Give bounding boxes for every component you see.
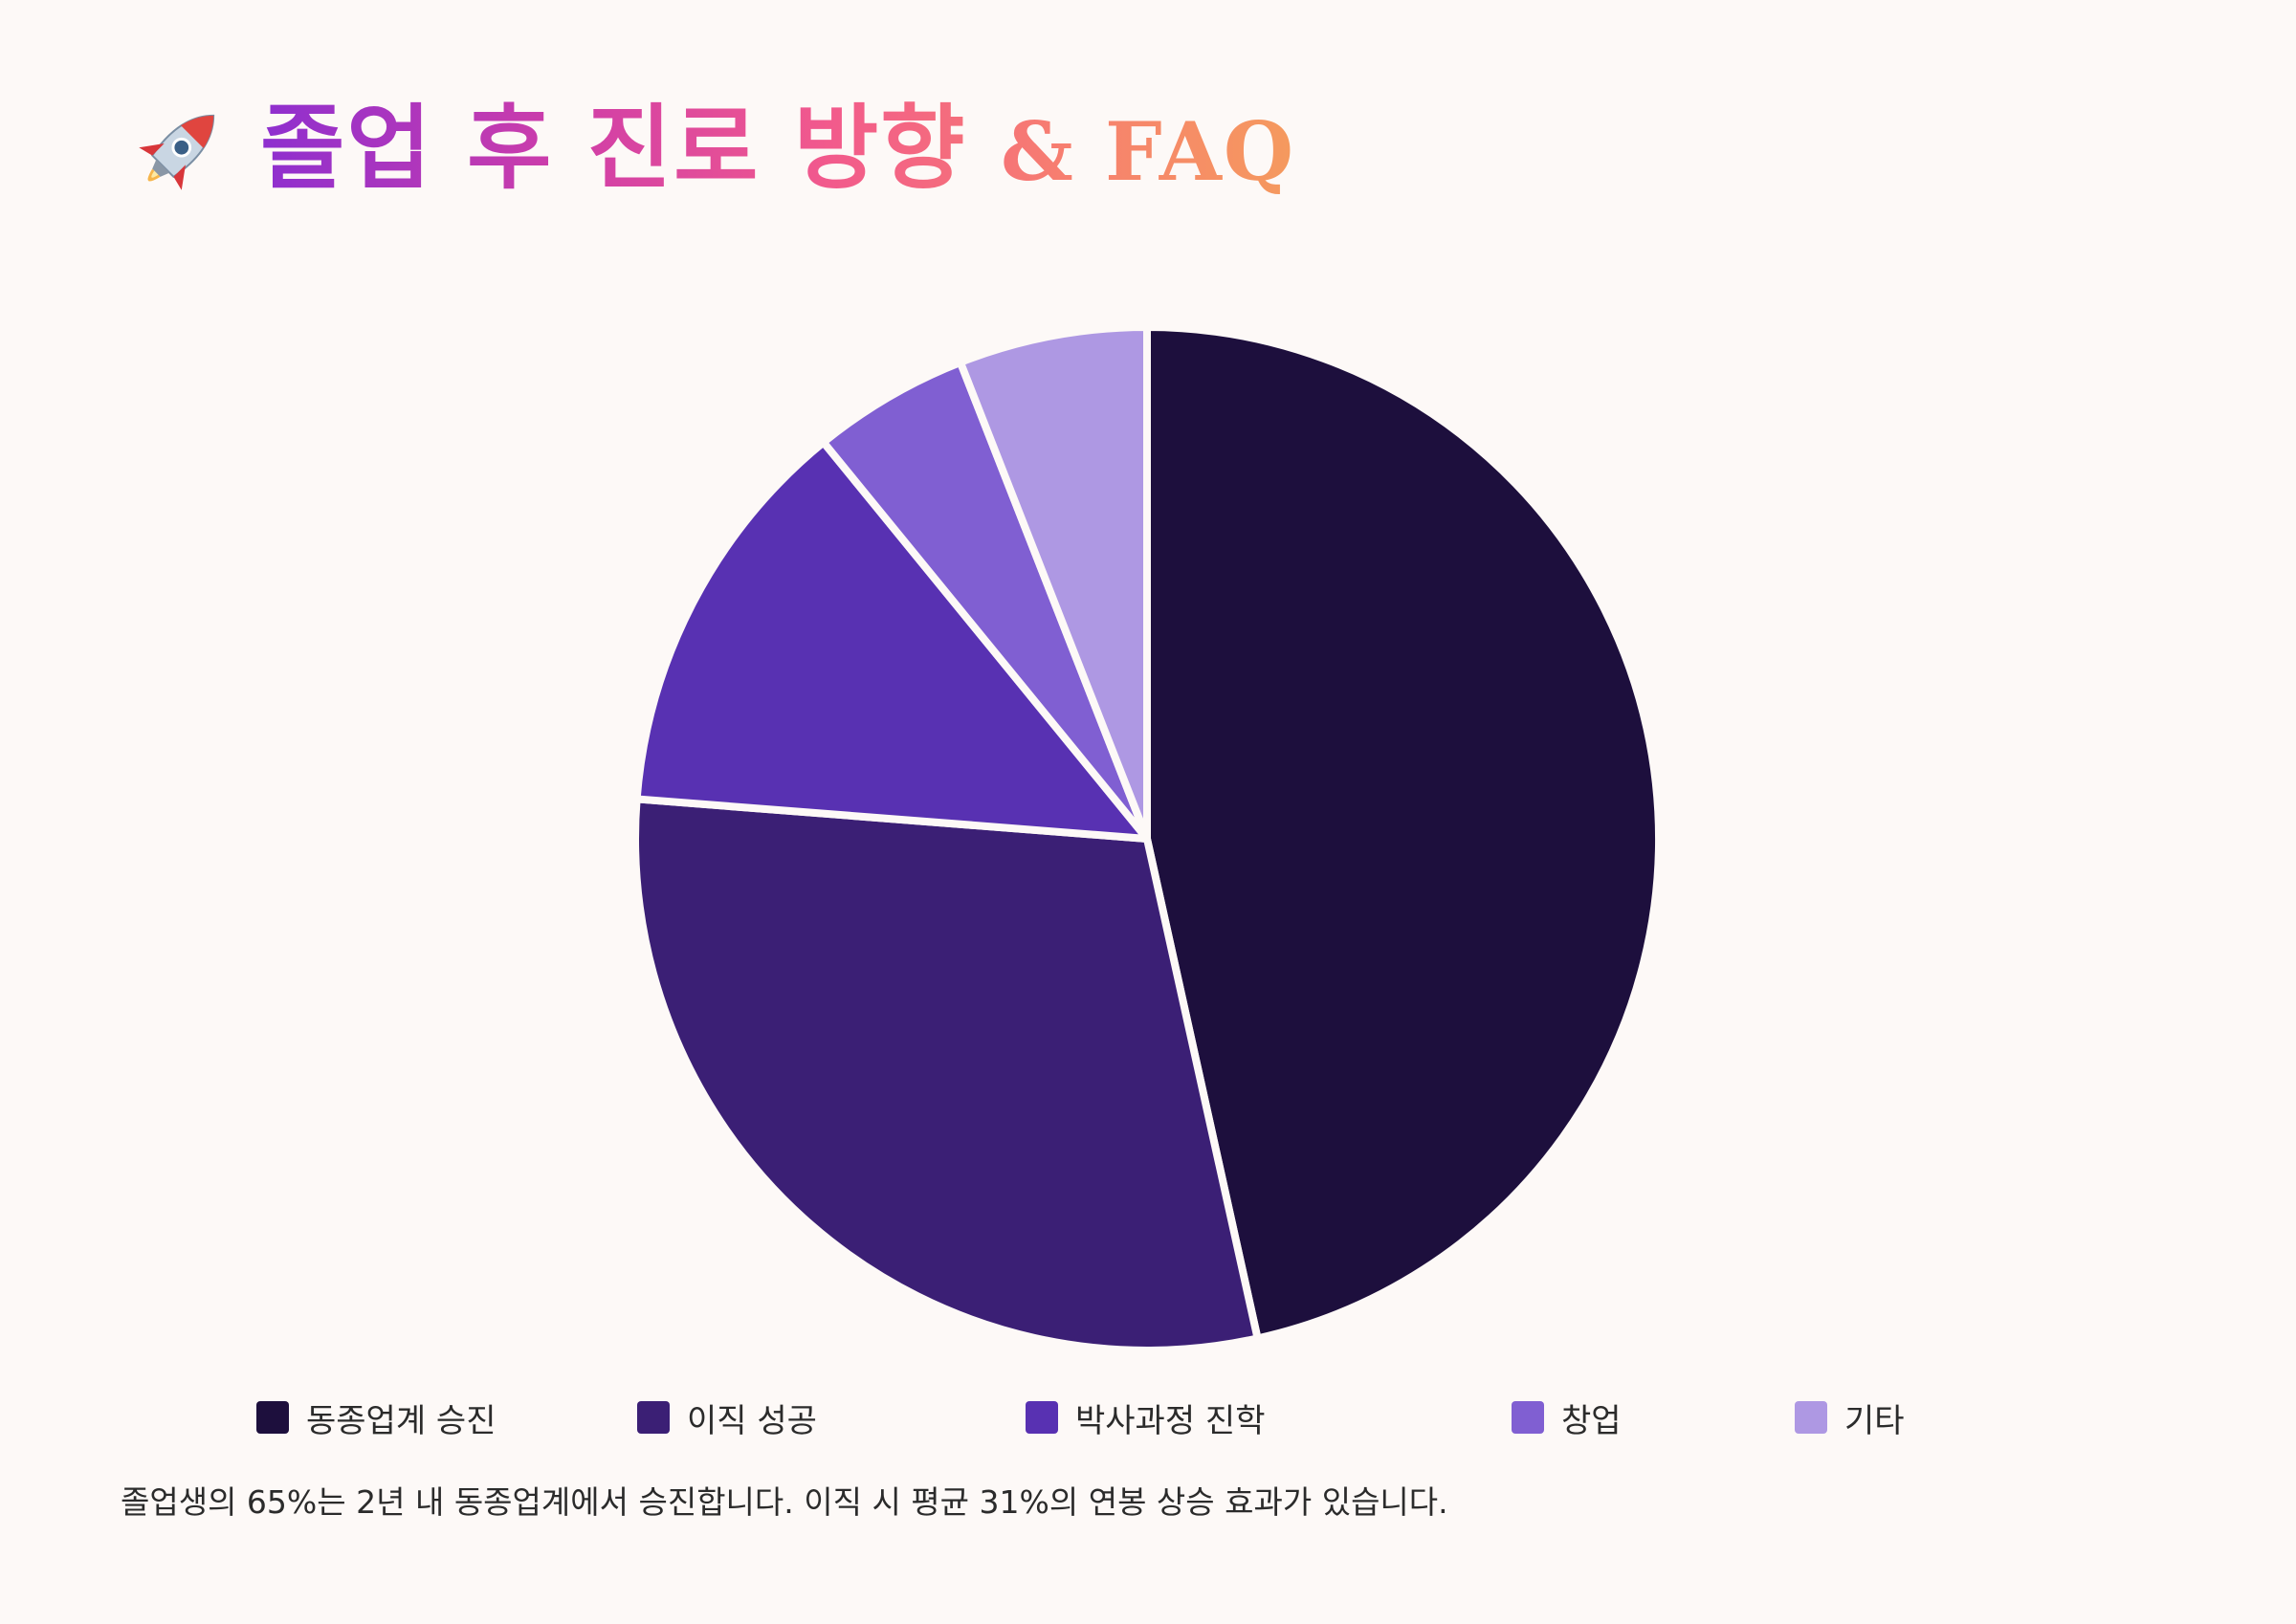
legend-label: 이직 성공: [687, 1401, 817, 1440]
legend-item: 창업: [1512, 1394, 1622, 1440]
legend-swatch: [1795, 1401, 1827, 1434]
legend-label: 동종업계 승진: [306, 1401, 497, 1440]
pie-chart: [631, 323, 1664, 1354]
legend-label: 박사과정 진학: [1075, 1401, 1266, 1440]
legend-swatch: [1026, 1401, 1058, 1434]
pie-slice: [632, 438, 1151, 843]
pie-slice: [1143, 323, 1664, 1343]
rocket-icon: [139, 114, 215, 190]
pie-slice: [956, 323, 1151, 843]
legend-swatch: [637, 1401, 670, 1434]
legend-swatch: [256, 1401, 289, 1434]
legend-item: 동종업계 승진: [256, 1394, 497, 1440]
page-title: 졸업 후 진로 방향 & FAQ: [122, 88, 1295, 212]
legend-label: 창업: [1561, 1401, 1622, 1440]
legend-item: 기타: [1795, 1394, 1905, 1440]
chart-legend: 동종업계 승진 이직 성공 박사과정 진학 창업 기타: [0, 1394, 2296, 1440]
pie-slice: [631, 795, 1262, 1354]
legend-item: 이직 성공: [637, 1394, 817, 1440]
legend-item: 박사과정 진학: [1026, 1394, 1266, 1440]
legend-label: 기타: [1844, 1401, 1905, 1440]
chart-caption: 졸업생의 65%는 2년 내 동종업계에서 승진합니다. 이직 시 평균 31%…: [121, 1483, 1448, 1521]
legend-swatch: [1512, 1401, 1544, 1434]
